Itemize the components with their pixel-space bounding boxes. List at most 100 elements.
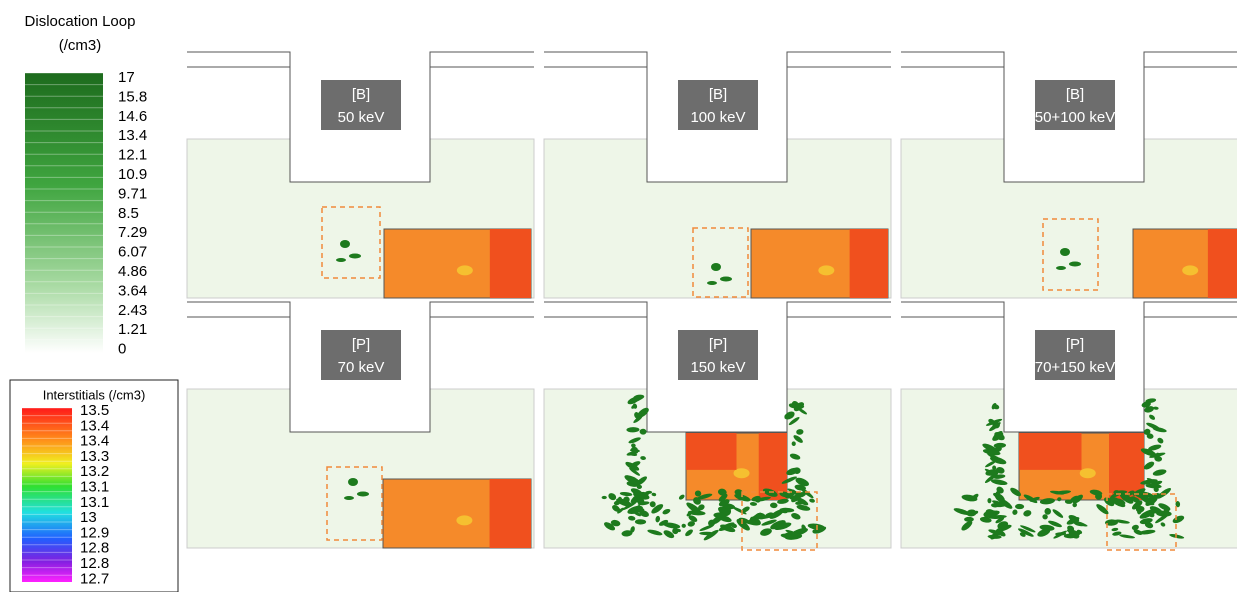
dislocation-cluster bbox=[634, 519, 647, 525]
colorbar-label: 12.1 bbox=[118, 147, 147, 164]
dislocation-cluster bbox=[699, 524, 715, 532]
dislocation-cluster bbox=[1039, 498, 1056, 505]
colorbar-label: 8.5 bbox=[118, 205, 139, 222]
dislocation-cluster bbox=[809, 498, 815, 503]
dislocation-cluster bbox=[662, 508, 671, 515]
label-box bbox=[321, 330, 401, 380]
dislocation-cluster bbox=[1156, 510, 1172, 517]
dislocation-cluster bbox=[785, 529, 802, 537]
colorbar-label: 2.43 bbox=[118, 302, 147, 319]
dislocation-cluster bbox=[971, 493, 979, 501]
gate-outline bbox=[187, 51, 534, 183]
colorbar-label: 9.71 bbox=[118, 185, 147, 202]
dislocation-cluster bbox=[1126, 496, 1136, 503]
dislocation-cluster bbox=[718, 506, 730, 517]
dislocation-cluster bbox=[1111, 527, 1119, 532]
dislocation-cluster bbox=[992, 456, 1000, 463]
dislocation-cluster bbox=[1139, 518, 1153, 525]
dislocation-cluster bbox=[769, 509, 784, 519]
dislocation-cluster bbox=[988, 529, 1004, 536]
dislocation-cluster bbox=[1149, 452, 1166, 458]
dislocation-cluster bbox=[1042, 514, 1048, 520]
dislocation-cluster bbox=[789, 453, 801, 460]
label-box bbox=[321, 80, 401, 130]
dislocation-cluster bbox=[1140, 479, 1158, 485]
dislocation-cluster bbox=[340, 240, 350, 248]
dislocation-cluster bbox=[610, 519, 621, 527]
dislocation-cluster bbox=[795, 477, 809, 487]
dislocation-cluster bbox=[993, 442, 1007, 449]
label-box bbox=[1035, 80, 1115, 130]
dislocation-cluster bbox=[348, 478, 358, 486]
dislocation-cluster bbox=[1160, 522, 1166, 527]
dislocation-cluster bbox=[953, 508, 970, 515]
dislocation-cluster bbox=[687, 521, 695, 527]
colorbar-label: 13.4 bbox=[118, 127, 147, 144]
dislocation-cluster bbox=[1157, 437, 1164, 444]
dislocation-cluster bbox=[627, 397, 639, 405]
colorbar-label: 13.4 bbox=[80, 433, 109, 450]
dislocation-cluster bbox=[612, 505, 621, 512]
highlight-box bbox=[321, 206, 381, 279]
dislocation-cluster bbox=[685, 529, 693, 537]
dislocation-cluster bbox=[1139, 529, 1156, 535]
dislocation-cluster bbox=[688, 515, 698, 522]
dopant-label: [B] bbox=[352, 86, 370, 103]
dislocation-cluster bbox=[793, 402, 805, 412]
dislocation-cluster bbox=[1119, 534, 1136, 539]
simulation-panel: [B] 50 keV bbox=[186, 51, 535, 299]
dislocation-cluster bbox=[736, 519, 750, 531]
colorbar bbox=[25, 73, 103, 353]
colorbar-label: 7.29 bbox=[118, 224, 147, 241]
dislocation-cluster bbox=[617, 507, 624, 514]
dislocation-cluster bbox=[987, 498, 992, 504]
dislocation-cluster bbox=[639, 510, 650, 517]
dislocation-cluster bbox=[1144, 406, 1155, 413]
dislocation-cluster bbox=[992, 404, 1000, 410]
dislocation-cluster bbox=[717, 488, 727, 496]
dislocation-cluster bbox=[604, 522, 616, 531]
colorbar-label: 13.1 bbox=[80, 494, 109, 511]
dislocation-cluster bbox=[1137, 508, 1143, 515]
simulation-panel: [B] 50+100 keV bbox=[900, 51, 1237, 299]
dislocation-cluster bbox=[623, 496, 630, 503]
highlight-box bbox=[326, 466, 383, 541]
hotspot bbox=[818, 265, 835, 276]
dislocation-cluster bbox=[774, 522, 792, 531]
colorbar-label: 17 bbox=[118, 69, 135, 86]
label-box bbox=[1035, 330, 1115, 380]
dislocation-cluster bbox=[1068, 514, 1080, 523]
dislocation-cluster bbox=[628, 515, 636, 521]
dislocation-cluster bbox=[655, 515, 661, 523]
colorbar-label: 13 bbox=[80, 509, 97, 526]
dislocation-cluster bbox=[720, 524, 736, 533]
hotspot bbox=[456, 265, 473, 276]
dislocation-cluster bbox=[1072, 502, 1077, 508]
dislocation-cluster bbox=[628, 437, 641, 444]
dislocation-cluster bbox=[694, 490, 702, 497]
dislocation-cluster bbox=[707, 281, 717, 285]
dislocation-cluster bbox=[734, 489, 743, 496]
dislocation-cluster bbox=[992, 465, 997, 471]
colorbar-label: 12.8 bbox=[80, 555, 109, 572]
dislocation-cluster bbox=[676, 528, 681, 533]
dislocation-cluster bbox=[749, 502, 758, 506]
colorbar-label: 13.3 bbox=[80, 448, 109, 465]
dopant-label: [P] bbox=[1066, 336, 1084, 353]
dislocation-cluster bbox=[658, 519, 669, 526]
dislocation-cluster bbox=[1148, 444, 1162, 451]
colorbar-label: 12.9 bbox=[80, 524, 109, 541]
dislocation-cluster bbox=[1152, 469, 1167, 476]
dislocation-cluster bbox=[1096, 504, 1109, 515]
dislocation-cluster bbox=[1010, 487, 1021, 497]
dislocation-cluster bbox=[629, 467, 641, 476]
legend-title: Interstitials (/cm3) bbox=[43, 387, 146, 402]
dislocation-cluster bbox=[718, 493, 728, 502]
dislocation-cluster bbox=[686, 502, 702, 514]
amorphous-region-core bbox=[849, 229, 888, 298]
colorbar-label: 14.6 bbox=[118, 108, 147, 125]
amorphous-region-core bbox=[686, 433, 737, 470]
dislocation-cluster bbox=[336, 258, 346, 262]
dislocation-cluster bbox=[630, 526, 635, 533]
